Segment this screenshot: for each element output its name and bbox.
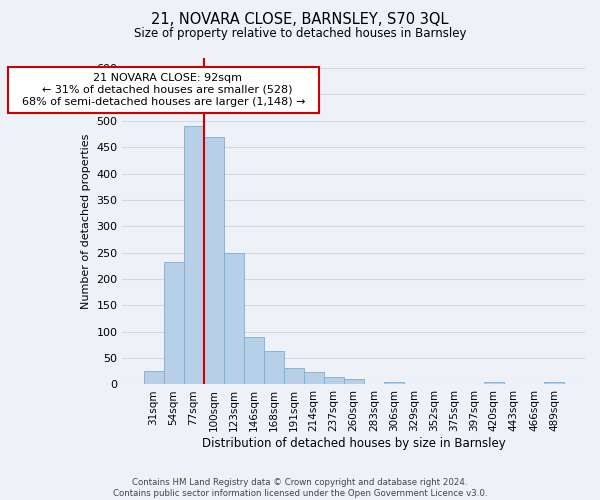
X-axis label: Distribution of detached houses by size in Barnsley: Distribution of detached houses by size … <box>202 437 506 450</box>
Bar <box>304 372 324 384</box>
Bar <box>544 382 564 384</box>
Bar <box>344 378 364 384</box>
Bar <box>324 377 344 384</box>
Text: Contains HM Land Registry data © Crown copyright and database right 2024.
Contai: Contains HM Land Registry data © Crown c… <box>113 478 487 498</box>
Bar <box>263 351 284 384</box>
Text: 21 NOVARA CLOSE: 92sqm
  ← 31% of detached houses are smaller (528)
  68% of sem: 21 NOVARA CLOSE: 92sqm ← 31% of detached… <box>15 74 312 106</box>
Bar <box>224 252 244 384</box>
Bar <box>164 262 184 384</box>
Text: 21, NOVARA CLOSE, BARNSLEY, S70 3QL: 21, NOVARA CLOSE, BARNSLEY, S70 3QL <box>151 12 449 28</box>
Y-axis label: Number of detached properties: Number of detached properties <box>81 134 91 308</box>
Bar <box>143 370 164 384</box>
Bar <box>384 382 404 384</box>
Bar <box>244 337 263 384</box>
Bar <box>184 126 203 384</box>
Text: Size of property relative to detached houses in Barnsley: Size of property relative to detached ho… <box>134 28 466 40</box>
Bar <box>284 368 304 384</box>
Bar <box>203 137 224 384</box>
Bar <box>484 382 504 384</box>
